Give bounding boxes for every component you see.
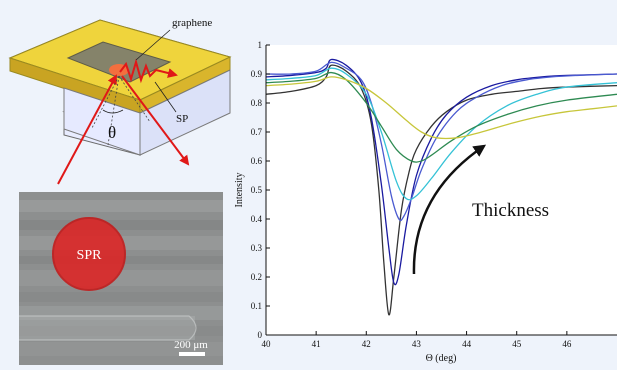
y-tick-label: 0.8 <box>251 98 263 108</box>
y-tick-label: 0 <box>258 330 263 340</box>
y-tick-label: 0.2 <box>251 272 262 282</box>
scalebar-label: 200 μm <box>174 339 208 351</box>
x-tick-label: 42 <box>362 339 371 349</box>
reflectivity-chart: 40 41 42 43 44 45 46 0 0.1 0.2 0.3 0.4 0.5 0.6 0.7 0.8 0… <box>234 40 617 364</box>
reflectivity-curve-4 <box>265 67 617 201</box>
y-tick-label: 0.4 <box>251 214 263 224</box>
y-tick-label: 0.5 <box>251 185 263 195</box>
angle-label: θ <box>108 123 116 142</box>
x-tick-label: 46 <box>562 339 572 349</box>
y-tick-label: 0.6 <box>251 156 263 166</box>
y-tick-label: 0.3 <box>251 243 263 253</box>
x-tick-label: 41 <box>312 339 321 349</box>
cone-line-right <box>118 75 151 123</box>
graphene-label: graphene <box>172 17 212 29</box>
graphene-leader <box>135 29 171 61</box>
thickness-label: Thickness <box>472 200 549 221</box>
reflectivity-curve-1 <box>265 64 617 316</box>
curve-group <box>265 58 617 316</box>
scalebar <box>179 352 205 356</box>
y-tick-label: 0.1 <box>251 301 262 311</box>
y-tick-label: 1 <box>258 40 263 50</box>
spr-label: SPR <box>77 248 103 263</box>
micrograph-image: SPR 200 μm <box>19 192 223 365</box>
reflectivity-curve-6 <box>265 76 617 140</box>
sp-leader <box>154 81 177 113</box>
spr-schematic: graphene SP θ <box>8 17 232 185</box>
sp-label: SP <box>176 113 188 125</box>
prism-body-right <box>139 69 231 156</box>
x-tick-label: 40 <box>262 339 272 349</box>
surface-plasmon-wave <box>119 58 178 84</box>
y-tick-label: 0.9 <box>251 69 263 79</box>
plot-area <box>266 45 617 335</box>
reflectivity-curve-5 <box>265 71 617 163</box>
reflected-beam <box>121 75 190 166</box>
y-tick-label: 0.7 <box>251 127 263 137</box>
x-tick-label: 44 <box>462 339 472 349</box>
cone-line-left <box>91 75 120 129</box>
thickness-arrow <box>412 144 487 275</box>
x-axis-label: Θ (deg) <box>426 353 457 364</box>
angle-arc <box>102 109 124 114</box>
micrograph: SPR 200 μm <box>19 192 223 365</box>
axes-group: 40 41 42 43 44 45 46 0 0.1 0.2 0.3 0.4 0.5 0.6 0.7 0.8 0… <box>251 40 617 349</box>
y-axis-label: Intensity <box>234 173 245 208</box>
x-tick-label: 45 <box>512 339 522 349</box>
reflectivity-curve-3 <box>265 61 617 222</box>
spr-circle <box>52 217 126 291</box>
incident-beam <box>57 74 117 185</box>
x-tick-label: 43 <box>412 339 422 349</box>
